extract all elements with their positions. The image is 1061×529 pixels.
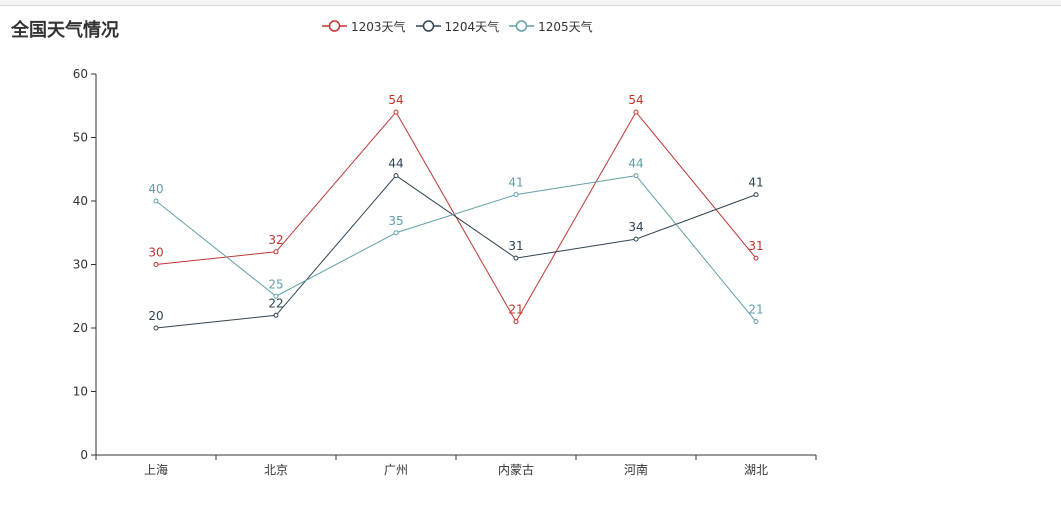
data-point [393,230,399,236]
data-label: 25 [268,277,283,291]
data-point [273,312,279,318]
data-point [513,255,519,261]
legend-label: 1203天气 [351,19,406,34]
data-label: 54 [388,93,403,107]
legend-line-circle-icon [322,20,347,32]
legend-label: 1205天气 [538,19,593,34]
data-point [753,255,759,261]
y-tick-label: 20 [73,321,88,335]
data-label: 30 [148,246,163,260]
legend-line-circle-icon [509,20,535,32]
y-tick-label: 10 [73,385,88,399]
data-point [633,236,639,242]
y-tick-label: 40 [73,194,88,208]
data-label: 20 [148,309,163,323]
data-point [513,192,519,198]
x-tick-label: 北京 [264,463,288,477]
data-point [393,173,399,179]
browser-top-border [0,0,1061,6]
data-point [633,109,639,115]
data-point [633,173,639,179]
data-point [753,319,759,325]
x-tick-label: 内蒙古 [498,462,534,477]
data-label: 31 [508,239,523,253]
y-tick-label: 60 [73,67,88,81]
data-point [513,319,519,325]
series-line [155,175,757,322]
data-label: 35 [388,214,403,228]
data-label: 21 [508,303,523,317]
legend-item[interactable]: 1205天气 [509,18,593,35]
data-label: 32 [268,233,283,247]
x-tick-label: 河南 [624,462,648,477]
legend-item[interactable]: 1204天气 [415,18,500,35]
chart-legend: 1203天气 1204天气 1205天气 [322,16,603,36]
data-label: 22 [268,296,283,310]
data-label: 21 [748,303,763,317]
data-point [273,249,279,255]
data-label: 41 [508,176,523,190]
data-label: 34 [628,220,643,234]
data-label: 54 [628,93,643,107]
chart-title: 全国天气情况 [11,20,119,41]
x-tick-label: 广州 [384,463,408,477]
y-tick-label: 30 [73,258,88,272]
data-point [153,198,159,204]
legend-label: 1204天气 [444,19,500,34]
y-tick-label: 50 [73,131,88,145]
data-point [153,325,159,331]
legend-item[interactable]: 1203天气 [322,18,406,35]
data-label: 31 [748,239,763,253]
data-point [753,192,759,198]
data-point [273,293,279,299]
data-label: 40 [148,182,163,196]
y-tick-label: 0 [80,448,88,462]
data-label: 44 [628,157,643,171]
x-tick-label: 湖北 [744,462,768,477]
data-label: 44 [388,157,403,171]
data-label: 41 [748,176,763,190]
x-tick-label: 上海 [144,462,168,477]
legend-line-circle-icon [415,20,441,32]
data-point [153,262,159,267]
series-line [155,174,757,329]
data-point [393,109,399,115]
